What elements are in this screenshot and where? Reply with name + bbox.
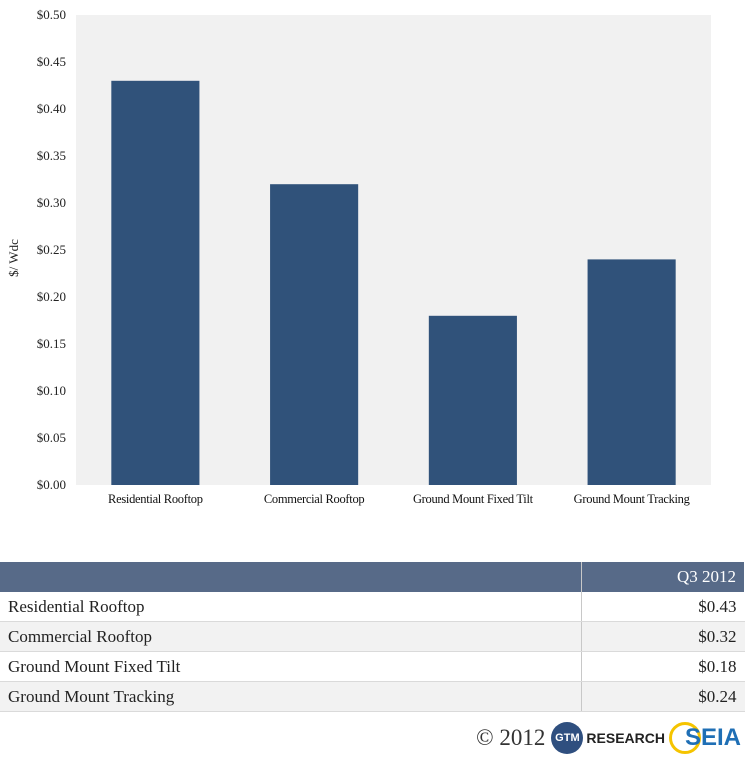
bars bbox=[111, 80, 676, 486]
table-row: Residential Rooftop $0.43 bbox=[0, 592, 745, 622]
y-axis-ticks: $0.00 $0.05 $0.10 $0.15 $0.20 $0.25 $0.30 $0.35… bbox=[37, 7, 66, 492]
gtm-logo-research-text: RESEARCH bbox=[586, 730, 665, 746]
bar bbox=[111, 80, 200, 486]
y-tick-label: $0.40 bbox=[37, 101, 66, 116]
table-header-row: Q3 2012 bbox=[0, 562, 745, 592]
table-row: Ground Mount Tracking $0.24 bbox=[0, 681, 745, 712]
x-axis-categories: Residential Rooftop Commercial Rooftop Gro… bbox=[108, 492, 691, 506]
table-row-value: $0.24 bbox=[581, 681, 745, 712]
y-tick-label: $0.05 bbox=[37, 430, 66, 445]
y-axis-label: $/ Wdc bbox=[6, 239, 21, 277]
seia-sun-icon bbox=[668, 722, 701, 754]
y-tick-label: $0.35 bbox=[37, 148, 66, 163]
table-header-q3-2012: Q3 2012 bbox=[581, 562, 745, 592]
y-tick-label: $0.20 bbox=[37, 289, 66, 304]
table-row-value: $0.43 bbox=[581, 592, 745, 622]
table-row-label: Ground Mount Tracking bbox=[0, 681, 582, 712]
x-category-label: Residential Rooftop bbox=[108, 492, 203, 506]
bar bbox=[428, 315, 517, 485]
y-tick-label: $0.25 bbox=[37, 242, 66, 257]
x-category-label: Ground Mount Fixed Tilt bbox=[413, 492, 534, 506]
seia-logo-text: SEIA bbox=[684, 724, 741, 751]
copyright-text: © 2012 bbox=[476, 725, 546, 750]
bar bbox=[587, 259, 676, 485]
bar-chart: $0.00 $0.05 $0.10 $0.15 $0.20 $0.25 $0.30 $0.35… bbox=[6, 7, 711, 506]
y-tick-label: $0.30 bbox=[37, 195, 66, 210]
table-row-value: $0.32 bbox=[581, 621, 745, 652]
y-tick-label: $0.45 bbox=[37, 54, 66, 69]
y-tick-label: $0.15 bbox=[37, 336, 66, 351]
y-tick-label: $0.50 bbox=[37, 7, 66, 22]
data-table: Q3 2012 Residential Rooftop $0.43 Commer… bbox=[0, 562, 745, 712]
table-header-empty bbox=[0, 562, 582, 592]
table-row: Ground Mount Fixed Tilt $0.18 bbox=[0, 651, 745, 682]
table-row-label: Commercial Rooftop bbox=[0, 621, 582, 652]
footer: © 2012 GTM RESEARCH SEIA bbox=[476, 720, 741, 756]
table-row: Commercial Rooftop $0.32 bbox=[0, 621, 745, 652]
x-category-label: Ground Mount Tracking bbox=[574, 492, 691, 506]
table-row-label: Ground Mount Fixed Tilt bbox=[0, 651, 582, 682]
gtm-logo-circle: GTM bbox=[551, 722, 584, 754]
bar bbox=[270, 184, 359, 485]
x-category-label: Commercial Rooftop bbox=[264, 492, 365, 506]
gtm-research-logo: GTM RESEARCH bbox=[551, 722, 665, 754]
table-row-label: Residential Rooftop bbox=[0, 592, 582, 622]
y-tick-label: $0.10 bbox=[37, 383, 66, 398]
seia-logo: SEIA bbox=[668, 722, 741, 754]
y-tick-label: $0.00 bbox=[37, 477, 66, 492]
table-row-value: $0.18 bbox=[581, 651, 745, 682]
